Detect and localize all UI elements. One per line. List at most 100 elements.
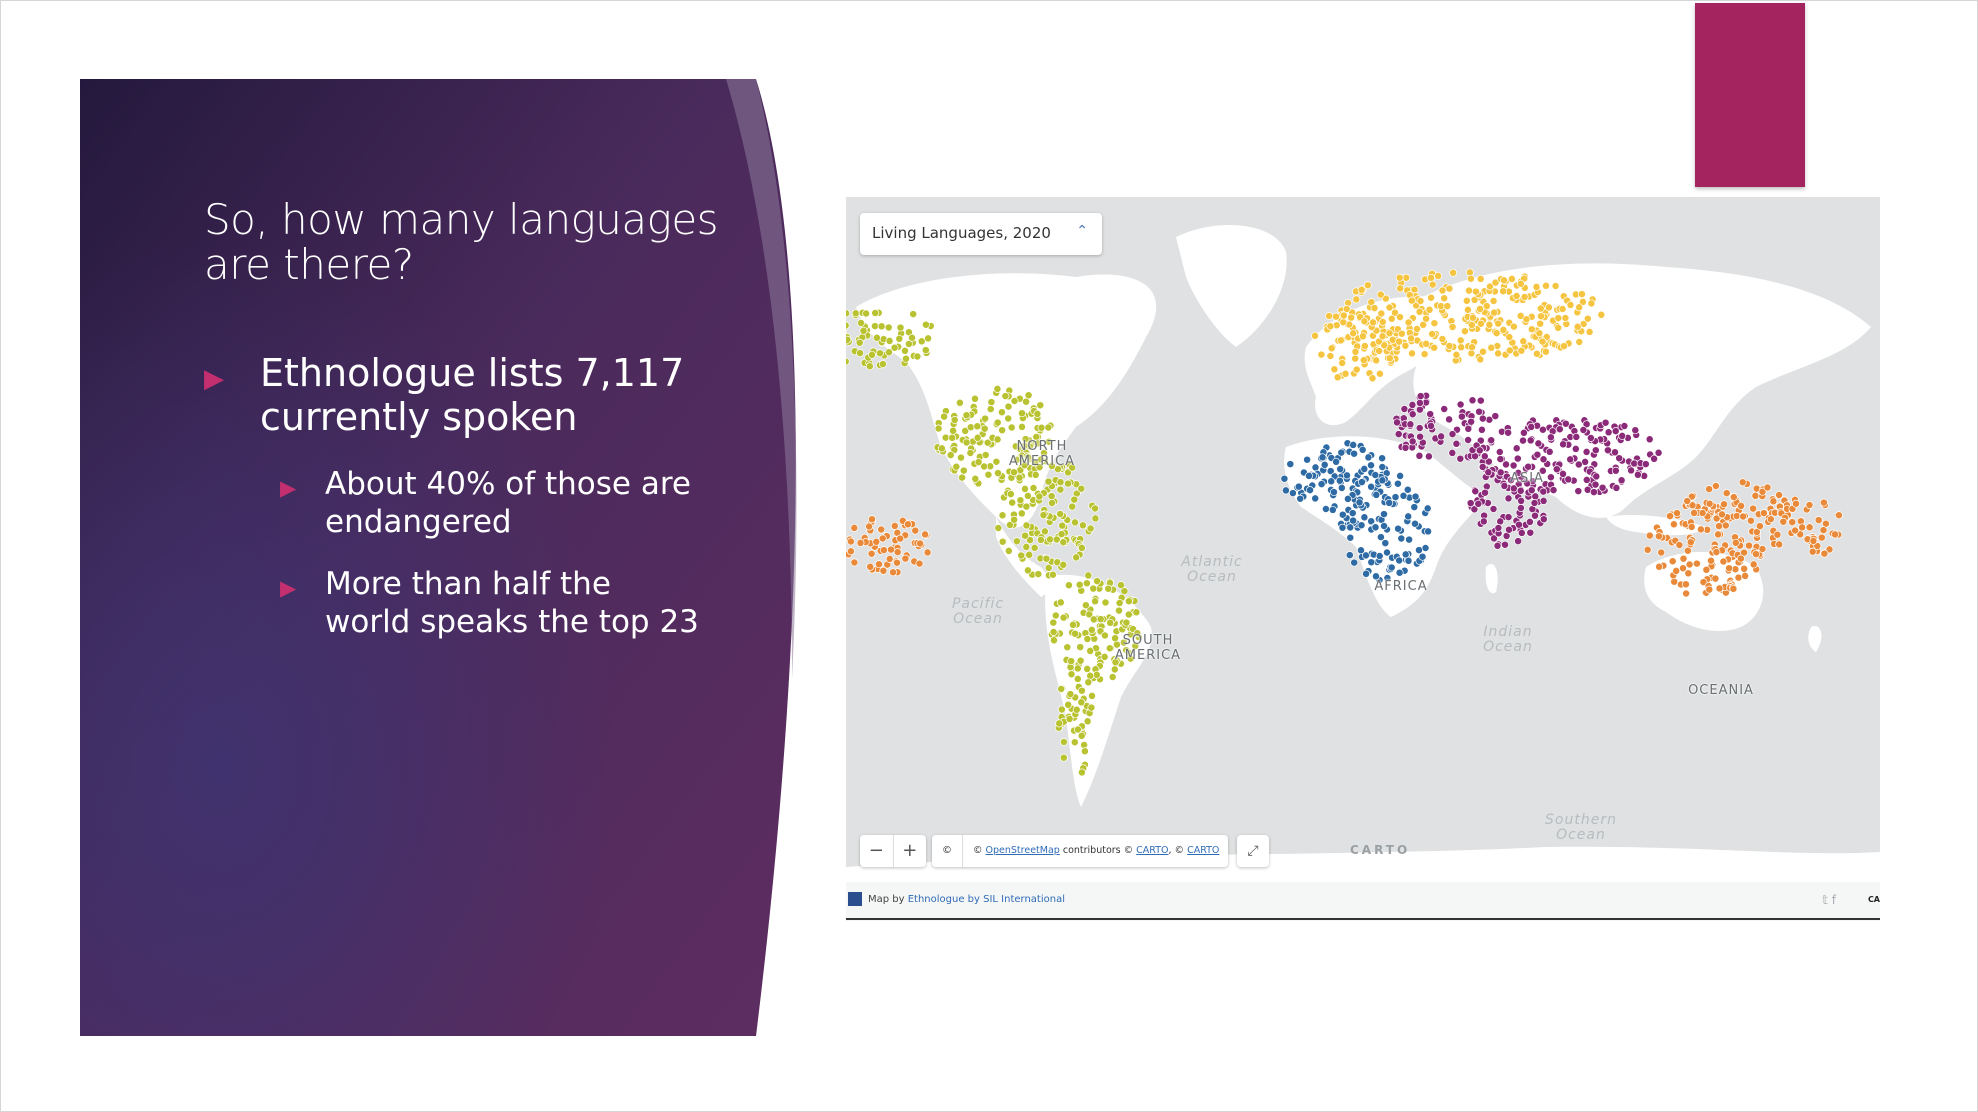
language-point[interactable]	[1566, 300, 1575, 309]
language-point[interactable]	[1096, 615, 1105, 624]
language-point[interactable]	[1012, 537, 1021, 546]
language-point[interactable]	[1335, 476, 1344, 485]
language-point[interactable]	[1729, 584, 1738, 593]
language-point[interactable]	[1395, 568, 1404, 577]
language-point[interactable]	[1391, 308, 1399, 317]
language-point[interactable]	[983, 438, 992, 447]
language-point[interactable]	[1541, 347, 1550, 356]
language-point[interactable]	[1087, 703, 1096, 712]
language-point[interactable]	[1408, 349, 1416, 358]
language-point[interactable]	[1574, 487, 1583, 496]
language-point[interactable]	[1311, 331, 1319, 340]
language-point[interactable]	[1089, 615, 1098, 624]
language-point[interactable]	[1311, 463, 1320, 472]
language-point[interactable]	[1468, 343, 1477, 352]
language-point[interactable]	[1516, 486, 1525, 495]
language-point[interactable]	[1329, 488, 1338, 497]
language-point[interactable]	[1015, 473, 1024, 482]
language-point[interactable]	[1078, 521, 1087, 530]
language-point[interactable]	[1424, 527, 1433, 536]
language-point[interactable]	[1343, 494, 1352, 503]
language-point[interactable]	[1618, 431, 1627, 440]
language-point[interactable]	[1345, 551, 1354, 560]
language-point[interactable]	[1059, 613, 1068, 622]
language-point[interactable]	[1131, 642, 1140, 650]
language-point[interactable]	[1352, 365, 1361, 374]
language-point[interactable]	[958, 473, 967, 482]
language-point[interactable]	[962, 438, 971, 447]
language-point[interactable]	[981, 414, 990, 423]
language-point[interactable]	[1725, 564, 1734, 573]
language-point[interactable]	[1017, 509, 1026, 518]
language-point[interactable]	[1688, 501, 1697, 510]
language-point[interactable]	[879, 546, 888, 555]
language-point[interactable]	[846, 335, 852, 344]
language-point[interactable]	[1106, 618, 1115, 627]
language-point[interactable]	[1018, 409, 1026, 418]
language-point[interactable]	[1378, 476, 1387, 485]
language-point[interactable]	[1083, 717, 1092, 726]
language-point[interactable]	[1022, 542, 1031, 551]
language-point[interactable]	[1425, 305, 1434, 314]
language-point[interactable]	[1110, 665, 1119, 674]
language-point[interactable]	[1489, 505, 1498, 513]
language-point[interactable]	[1519, 337, 1528, 346]
language-point[interactable]	[1338, 510, 1347, 519]
language-point[interactable]	[1031, 470, 1040, 479]
language-point[interactable]	[1633, 470, 1642, 479]
language-point[interactable]	[1448, 323, 1457, 331]
language-point[interactable]	[1004, 546, 1013, 555]
language-point[interactable]	[1515, 520, 1523, 529]
language-point[interactable]	[1288, 489, 1297, 498]
language-point[interactable]	[1685, 560, 1694, 569]
language-point[interactable]	[1655, 562, 1664, 571]
language-point[interactable]	[1478, 414, 1487, 423]
language-point[interactable]	[1022, 521, 1031, 530]
language-point[interactable]	[1349, 440, 1358, 449]
language-point[interactable]	[871, 322, 879, 331]
language-point[interactable]	[1468, 313, 1477, 322]
language-point[interactable]	[1057, 685, 1066, 693]
language-point[interactable]	[1474, 499, 1483, 508]
language-point[interactable]	[1346, 533, 1355, 542]
language-point[interactable]	[1527, 325, 1536, 334]
language-point[interactable]	[878, 534, 887, 543]
language-point[interactable]	[1072, 553, 1081, 562]
language-point[interactable]	[1075, 580, 1084, 589]
language-point[interactable]	[1517, 496, 1526, 505]
language-point[interactable]	[1611, 427, 1620, 436]
language-point[interactable]	[1036, 401, 1045, 410]
language-point[interactable]	[1370, 304, 1379, 313]
language-point[interactable]	[916, 539, 925, 548]
language-point[interactable]	[1057, 530, 1066, 539]
language-point[interactable]	[1464, 436, 1473, 444]
language-point[interactable]	[1048, 570, 1057, 579]
zoom-out-button[interactable]: −	[860, 835, 894, 867]
language-point[interactable]	[1084, 678, 1093, 687]
language-point[interactable]	[1554, 314, 1563, 323]
language-point[interactable]	[1017, 551, 1026, 560]
language-point[interactable]	[1427, 273, 1435, 282]
language-point[interactable]	[1056, 485, 1065, 494]
language-point[interactable]	[1513, 454, 1522, 463]
language-point[interactable]	[1415, 307, 1424, 316]
language-point[interactable]	[1320, 460, 1329, 469]
language-point[interactable]	[1741, 571, 1750, 580]
language-point[interactable]	[850, 523, 859, 532]
language-point[interactable]	[911, 526, 920, 535]
language-point[interactable]	[1808, 547, 1817, 556]
language-point[interactable]	[1023, 566, 1032, 575]
language-point[interactable]	[1500, 276, 1508, 285]
language-point[interactable]	[1033, 439, 1042, 448]
language-point[interactable]	[1056, 478, 1065, 487]
language-point[interactable]	[1405, 535, 1414, 544]
language-point[interactable]	[1327, 477, 1336, 486]
language-point[interactable]	[1115, 606, 1123, 615]
social-share-icons[interactable]: 𝕥 f	[1822, 893, 1836, 907]
language-point[interactable]	[1372, 572, 1380, 581]
language-point[interactable]	[1479, 517, 1488, 526]
language-point[interactable]	[1077, 698, 1086, 707]
language-point[interactable]	[1375, 369, 1384, 378]
language-point[interactable]	[1471, 487, 1480, 496]
language-point[interactable]	[1482, 302, 1491, 311]
